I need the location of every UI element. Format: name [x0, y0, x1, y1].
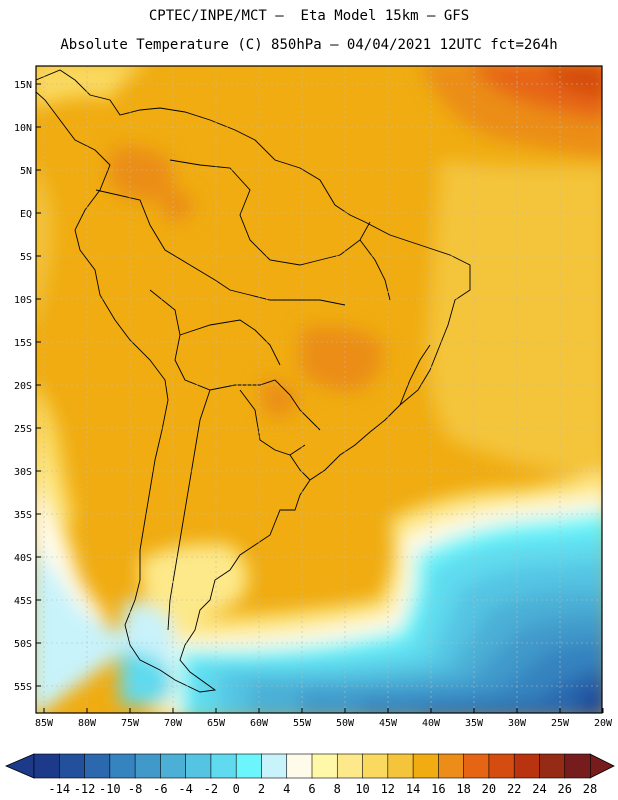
colorbar-label: 16	[431, 782, 445, 796]
colorbar-swatch	[311, 753, 338, 779]
chart-title: CPTEC/INPE/MCT – Eta Model 15km – GFS	[148, 8, 470, 24]
lat-tick-label: 5S	[20, 252, 32, 263]
colorbar-label: 22	[507, 782, 521, 796]
colorbar-swatch	[539, 753, 566, 779]
colorbar-label: 2	[258, 782, 265, 796]
lat-tick-label: 20S	[14, 381, 32, 392]
lon-tick-label: 55W	[293, 718, 312, 729]
colorbar-label: 8	[334, 782, 341, 796]
lat-tick-label: 30S	[14, 467, 32, 478]
lon-tick-label: 80W	[78, 718, 97, 729]
colorbar-label: -14	[48, 782, 70, 796]
lon-tick-label: 75W	[121, 718, 140, 729]
lat-tick-label: 40S	[14, 553, 32, 564]
colorbar-label: -4	[178, 782, 192, 796]
colorbar-label: 18	[456, 782, 470, 796]
colorbar-label: 24	[532, 782, 546, 796]
lat-tick-label: 15S	[14, 338, 32, 349]
colorbar-swatch	[160, 753, 187, 779]
colorbar-swatch	[412, 753, 439, 779]
colorbar-swatch	[564, 753, 591, 779]
colorbar-swatch	[261, 753, 288, 779]
colorbar-label: 28	[583, 782, 597, 796]
colorbar-swatch	[463, 753, 490, 779]
colorbar-label: 6	[308, 782, 315, 796]
colorbar-label: 0	[233, 782, 240, 796]
lon-tick-label: 70W	[164, 718, 183, 729]
lat-tick-label: 50S	[14, 639, 32, 650]
colorbar-swatch	[362, 753, 389, 779]
lon-tick-label: 35W	[465, 718, 484, 729]
colorbar-swatch	[513, 753, 541, 779]
lon-tick-label: 50W	[336, 718, 355, 729]
coastline	[36, 69, 471, 693]
temperature-field	[36, 66, 602, 713]
colorbar-label: -10	[99, 782, 121, 796]
map-frame	[35, 65, 603, 714]
colorbar-label: -6	[153, 782, 167, 796]
lon-tick-label: 45W	[379, 718, 398, 729]
lat-tick-label: 35S	[14, 510, 32, 521]
colorbar-swatch	[210, 753, 237, 779]
chart-subtitle: Absolute Temperature (C) 850hPa – 04/04/…	[60, 37, 558, 53]
colorbar-swatch	[438, 753, 465, 779]
colorbar-low-arrow	[4, 753, 35, 779]
colorbar: -14 -12 -10 -8 -6 -4 -2 0 2 4 6 8 10 12 14 16 18 20 22 24 26…	[4, 753, 615, 796]
colorbar-swatch	[387, 753, 414, 779]
colorbar-label: -12	[74, 782, 96, 796]
graticule	[36, 66, 602, 713]
colorbar-label: 26	[558, 782, 572, 796]
latitude-axis: 15N 10N 5N EQ 5S 10S 15S 20S 25S 30S 35S 40S 45S 50S 5…	[14, 80, 41, 693]
lon-tick-label: 20W	[594, 718, 613, 729]
colorbar-label: 20	[482, 782, 496, 796]
lon-tick-label: 30W	[508, 718, 527, 729]
lon-tick-label: 60W	[250, 718, 269, 729]
colorbar-label: 12	[381, 782, 395, 796]
lat-tick-label: EQ	[20, 209, 32, 220]
lon-tick-label: 85W	[35, 718, 54, 729]
colorbar-high-arrow	[589, 753, 615, 779]
colorbar-swatch	[235, 753, 263, 779]
colorbar-swatch	[109, 753, 136, 779]
colorbar-swatch	[488, 753, 515, 779]
lat-tick-label: 55S	[14, 682, 32, 693]
colorbar-swatch	[336, 753, 364, 779]
colorbar-swatch	[185, 753, 212, 779]
lat-tick-label: 5N	[20, 166, 32, 177]
lon-tick-label: 25W	[551, 718, 570, 729]
colorbar-label: 14	[406, 782, 420, 796]
colorbar-label: -2	[204, 782, 218, 796]
longitude-axis: 85W 80W 75W 70W 65W 60W 55W 50W 45W 40W 35W 30W 25W 2…	[35, 708, 613, 729]
colorbar-label: -8	[128, 782, 142, 796]
lat-tick-label: 45S	[14, 596, 32, 607]
colorbar-swatch	[286, 753, 313, 779]
lat-tick-label: 10N	[14, 123, 32, 134]
colorbar-swatch	[134, 753, 161, 779]
colorbar-label: 4	[283, 782, 290, 796]
lat-tick-label: 10S	[14, 295, 32, 306]
lon-tick-label: 65W	[207, 718, 226, 729]
lat-tick-label: 25S	[14, 424, 32, 435]
lat-tick-label: 15N	[14, 80, 32, 91]
colorbar-label: 10	[355, 782, 369, 796]
colorbar-swatch	[58, 753, 86, 779]
colorbar-swatch	[84, 753, 111, 779]
colorbar-swatch	[33, 753, 60, 779]
lon-tick-label: 40W	[422, 718, 441, 729]
